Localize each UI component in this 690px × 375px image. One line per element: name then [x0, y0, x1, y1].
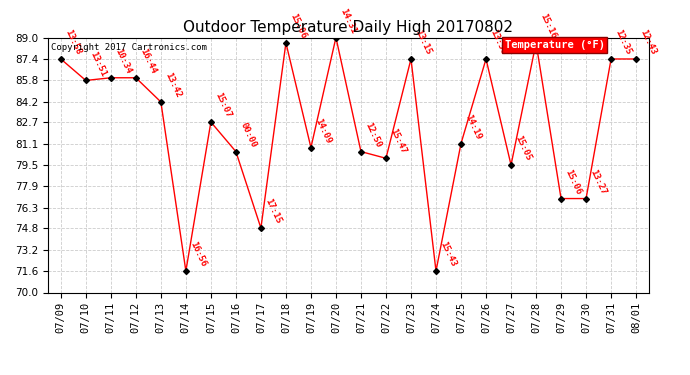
Text: 13:38: 13:38: [489, 28, 508, 56]
Text: Temperature (°F): Temperature (°F): [504, 40, 604, 50]
Text: 12:35: 12:35: [613, 28, 633, 56]
Text: 13:15: 13:15: [413, 28, 433, 56]
Text: 15:16: 15:16: [538, 12, 558, 40]
Text: 17:15: 17:15: [264, 197, 283, 225]
Text: 16:56: 16:56: [188, 240, 208, 268]
Text: 15:06: 15:06: [564, 168, 583, 196]
Text: 13:51: 13:51: [88, 50, 108, 78]
Text: 14:31: 14:31: [338, 7, 358, 35]
Text: 15:06: 15:06: [288, 12, 308, 40]
Text: 15:43: 15:43: [438, 240, 458, 268]
Text: 15:47: 15:47: [388, 128, 408, 156]
Text: 14:09: 14:09: [313, 117, 333, 145]
Text: 00:00: 00:00: [238, 121, 258, 149]
Text: 13:27: 13:27: [589, 168, 608, 196]
Text: 13:58: 13:58: [63, 28, 83, 56]
Text: 13:42: 13:42: [164, 71, 183, 99]
Text: Copyright 2017 Cartronics.com: Copyright 2017 Cartronics.com: [51, 43, 207, 52]
Text: 16:44: 16:44: [138, 47, 158, 75]
Text: 15:05: 15:05: [513, 134, 533, 162]
Text: 12:50: 12:50: [364, 121, 383, 149]
Text: 15:07: 15:07: [213, 91, 233, 119]
Text: 14:19: 14:19: [464, 112, 483, 141]
Text: 12:43: 12:43: [638, 28, 658, 56]
Title: Outdoor Temperature Daily High 20170802: Outdoor Temperature Daily High 20170802: [184, 20, 513, 35]
Text: 10:34: 10:34: [113, 47, 133, 75]
